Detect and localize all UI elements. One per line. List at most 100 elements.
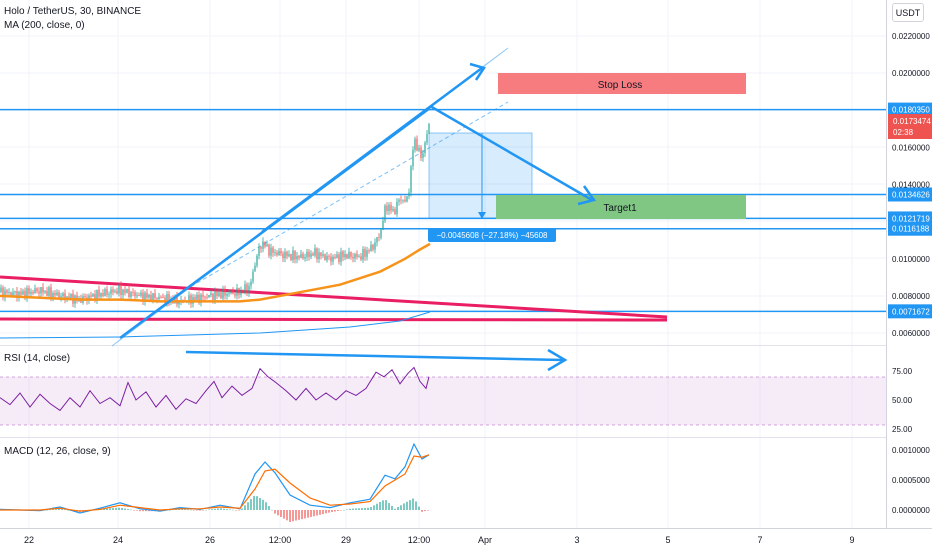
- candle-body: [270, 247, 272, 256]
- macd-hist-bar: [106, 508, 108, 510]
- candle-body: [52, 292, 54, 298]
- candle-body: [372, 244, 374, 250]
- macd-hist-bar: [172, 509, 174, 511]
- candle-body: [144, 292, 146, 302]
- macd-hist-bar: [256, 496, 258, 510]
- macd-hist-bar: [352, 508, 354, 510]
- candle-body: [112, 289, 114, 293]
- macd-hist-bar: [415, 501, 417, 510]
- macd-hist-bar: [364, 507, 366, 510]
- macd-hist-bar: [346, 509, 348, 510]
- candle-body: [94, 294, 96, 301]
- candle-body: [142, 292, 144, 302]
- candle-body: [342, 251, 344, 258]
- macd-hist-bar: [226, 509, 228, 510]
- macd-tick-label: 0.0005000: [892, 476, 930, 485]
- price-scale[interactable]: 0.02200000.02000000.01600000.01400000.01…: [892, 32, 930, 515]
- candle-body: [212, 293, 214, 300]
- candle-body: [230, 291, 232, 294]
- price-levels[interactable]: [0, 108, 886, 313]
- candle-body: [314, 248, 316, 256]
- macd-hist-bar: [310, 510, 312, 517]
- stop-loss-box[interactable]: [498, 73, 746, 94]
- candle-body: [424, 142, 426, 154]
- candle-body: [26, 288, 28, 299]
- candle-body: [358, 256, 360, 258]
- candle-body: [42, 287, 44, 293]
- candle-body: [240, 290, 242, 295]
- candle-body: [76, 295, 78, 300]
- macd-hist-bar: [406, 501, 408, 510]
- candle-body: [28, 288, 30, 294]
- candle-body: [234, 293, 236, 296]
- candle-body: [378, 237, 380, 239]
- candle-body: [286, 251, 288, 257]
- macd-hist-bar: [265, 502, 267, 510]
- candle-body: [150, 294, 152, 302]
- candle-body: [202, 294, 204, 297]
- macd-hist-bar: [313, 510, 315, 517]
- candle-body: [330, 256, 332, 262]
- candle-body: [124, 289, 126, 293]
- macd-hist-bar: [103, 508, 105, 510]
- candle-body: [140, 292, 142, 296]
- rsi-legend[interactable]: RSI (14, close): [4, 353, 71, 364]
- candle-body: [354, 253, 356, 259]
- candle-body: [260, 247, 262, 249]
- macd-hist-bar: [289, 510, 291, 522]
- candle-body: [326, 255, 328, 261]
- macd-hist-bar: [208, 509, 210, 511]
- macd-hist-bar: [268, 506, 270, 510]
- candle-body: [30, 291, 32, 294]
- descending-trendline[interactable]: [0, 275, 668, 319]
- impulse-arrow[interactable]: [261, 66, 483, 234]
- candle-body: [218, 292, 220, 296]
- macd-hist-bar: [184, 509, 186, 510]
- candle-body: [428, 123, 430, 134]
- target-arrow[interactable]: [429, 104, 593, 202]
- macd-hist-bar: [202, 510, 204, 511]
- price-level-tag-text: 0.0071672: [892, 307, 930, 316]
- candle-body: [310, 253, 312, 257]
- candle-body: [20, 291, 22, 295]
- macd-hist-bar: [331, 510, 333, 513]
- candle-body: [396, 201, 398, 215]
- price-tick-label: 0.0220000: [892, 32, 930, 41]
- macd-hist-bar: [322, 510, 324, 515]
- macd-hist-bar: [46, 509, 48, 511]
- macd-hist-bar: [148, 510, 150, 512]
- target1-label: Target1: [603, 203, 637, 214]
- candle-body: [390, 204, 392, 211]
- candle-body: [236, 287, 238, 296]
- candle-body: [56, 292, 58, 296]
- candle-body: [178, 301, 180, 305]
- time-scale[interactable]: 22 24 26 12:00 29 12:00 Apr 3 5 7 9: [24, 535, 855, 545]
- candle-body: [258, 247, 260, 256]
- candle-body: [106, 289, 108, 295]
- candle-body: [276, 252, 278, 256]
- candle-body: [298, 256, 300, 258]
- symbol-title[interactable]: Holo / TetherUS, 30, BINANCE: [4, 6, 142, 17]
- time-tick-label: 12:00: [269, 535, 292, 545]
- currency-selector[interactable]: USDT: [892, 3, 924, 22]
- time-tick-label: 5: [665, 535, 670, 545]
- macd-hist-bar: [133, 510, 135, 511]
- macd-hist-bar: [412, 498, 414, 510]
- candle-body: [118, 285, 120, 294]
- rsi-divergence-arrow[interactable]: [185, 350, 564, 362]
- price-level-tag-text: 0.0121719: [892, 214, 930, 223]
- candle-body: [374, 242, 376, 250]
- macd-legend[interactable]: MACD (12, 26, close, 9): [4, 446, 111, 457]
- time-tick-label: 3: [574, 535, 579, 545]
- candle-body: [40, 287, 42, 294]
- ma-legend[interactable]: MA (200, close, 0): [4, 20, 85, 31]
- support-trendline[interactable]: [0, 317, 668, 322]
- candle-body: [216, 291, 218, 296]
- price-tick-label: 0.0200000: [892, 69, 930, 78]
- candles: [0, 122, 430, 309]
- target1-box[interactable]: [496, 195, 746, 219]
- candle-body: [70, 293, 72, 299]
- candle-body: [158, 296, 160, 300]
- macd-hist-bar: [109, 508, 111, 510]
